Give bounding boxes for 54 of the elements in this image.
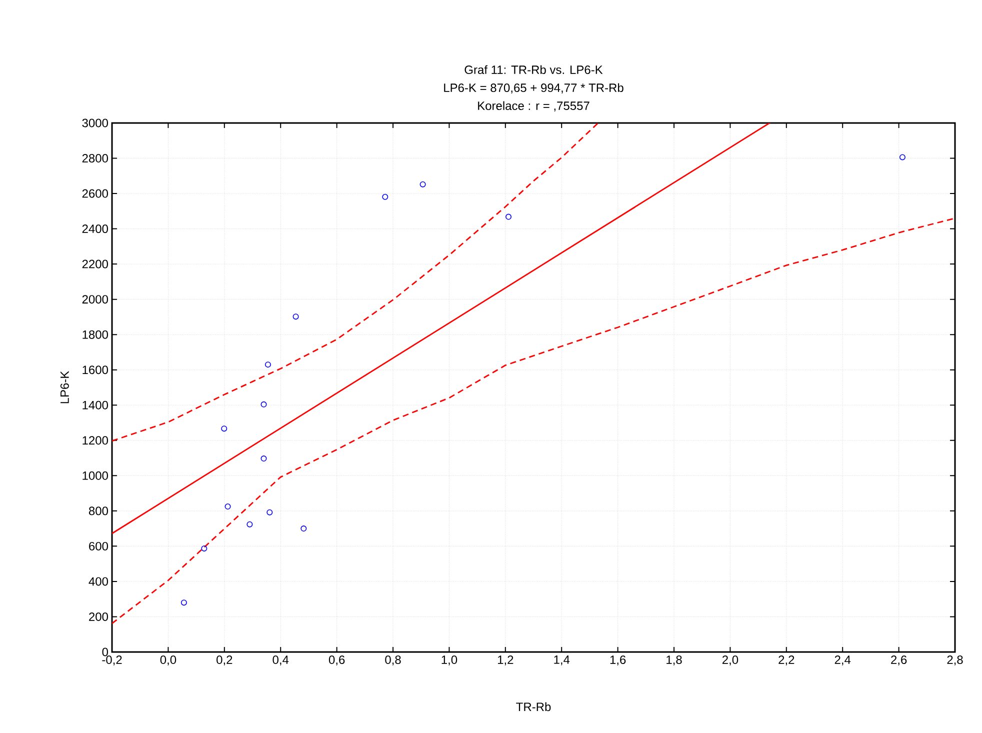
y-tick-label: 800 [88,506,108,516]
y-tick-label: 600 [89,542,108,550]
y-tick-label: 400 [88,577,108,586]
x-tick-label: 1,0 [442,656,458,666]
x-tick-label: 2,8 [947,656,963,666]
point [180,600,187,606]
y-tick-label: 1200 [82,436,108,445]
chart-subtitle: LP6-K = 870,65 + 994,77 * TR-Rb [444,83,624,94]
point [260,401,267,408]
point [300,526,307,532]
y-tick-label: 2000 [82,295,108,304]
point [264,362,271,368]
x-tick-label: 1,8 [666,656,682,666]
point [224,504,231,510]
y-tick-label: 1400 [82,400,108,410]
x-tick-label: 2,2 [778,656,794,666]
y-tick-label: 2600 [82,189,108,198]
point [221,426,228,432]
x-tick-label: 1,2 [498,656,514,666]
text: Korelace : r = ,75557 [478,101,590,112]
point [506,214,512,220]
line-series [112,218,955,624]
x-tick-label: 1,4 [554,656,570,666]
point [266,509,273,516]
point [246,521,253,528]
y-tick-label: 2200 [82,260,108,268]
x-tick-label: 0,6 [328,656,345,666]
point [899,154,906,160]
point [292,314,299,320]
y-tick-label: 1800 [82,330,108,339]
x-tick-label: 2,4 [834,656,851,666]
point [420,181,426,188]
chart-title: Graf 11: TR-Rb vs. LP6-K [464,65,603,74]
x-tick-label: 0,2 [216,656,232,666]
point [260,456,267,462]
x-tick-label: -0,2 [102,656,122,666]
x-tick-label: 2,6 [891,656,907,666]
y-tick-label: 2800 [82,154,108,162]
y-axis-title: LP6-K [60,370,69,404]
x-tick-label: 1,6 [610,656,626,666]
y-tick-label: 1600 [82,366,108,374]
y-tick-label: 2400 [82,224,108,234]
x-tick-label: 0,0 [160,656,176,666]
point [201,545,208,552]
y-tick-label: 0 [102,648,108,656]
y-tick-label: 200 [89,612,108,621]
x-axis-title: TR-Rb [516,702,551,712]
x-tick-label: 0,8 [385,656,401,666]
y-tick-label: 1000 [82,471,108,480]
x-tick-label: 0,4 [272,656,289,666]
point [382,194,388,200]
y-tick-label: 3000 [82,118,108,128]
line-series [112,122,599,442]
x-tick-label: 2,0 [722,656,738,666]
